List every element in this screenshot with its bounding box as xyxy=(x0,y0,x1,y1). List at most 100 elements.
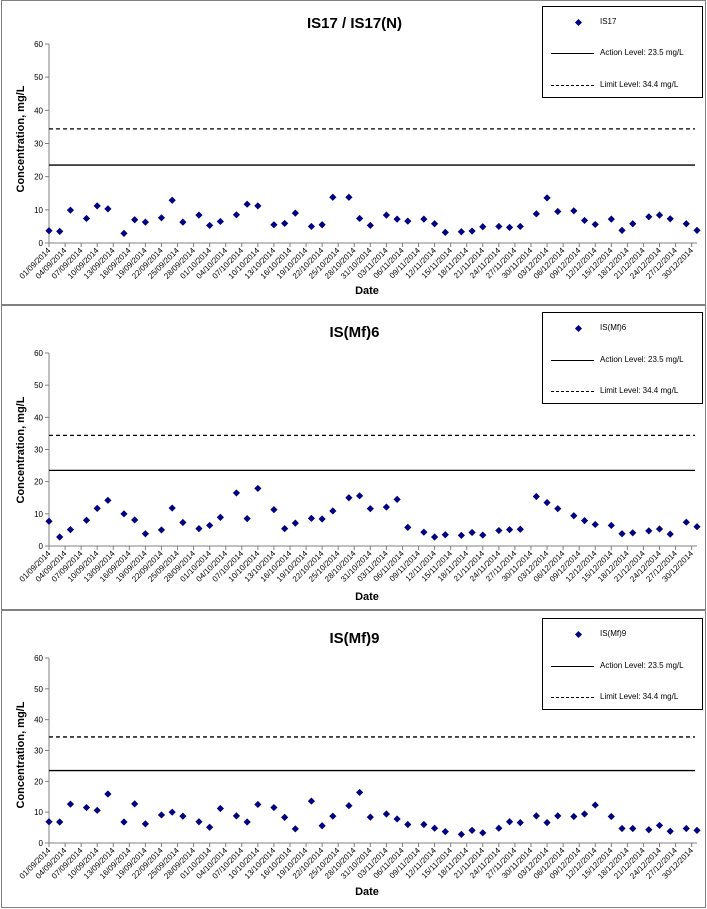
data-point xyxy=(580,216,589,225)
data-point xyxy=(629,824,637,833)
data-point xyxy=(66,800,75,808)
legend-item-series: IS(Mf)6 xyxy=(543,323,702,337)
data-point xyxy=(120,818,128,826)
data-point xyxy=(281,219,289,228)
legend-action-label: Action Level: 23.5 mg/L xyxy=(600,355,684,364)
data-point xyxy=(554,207,562,216)
data-point xyxy=(329,507,337,515)
data-point xyxy=(168,504,176,512)
legend-item-action-level: Action Level: 23.5 mg/L xyxy=(543,355,702,369)
data-point xyxy=(216,217,224,226)
legend-item-limit-level: Limit Level: 34.4 mg/L xyxy=(543,386,702,400)
data-point xyxy=(206,823,214,831)
data-point xyxy=(516,525,524,533)
y-tick-label: 10 xyxy=(34,206,43,215)
data-point xyxy=(404,820,412,829)
solid-line-icon xyxy=(551,53,594,54)
legend-item-limit-level: Limit Level: 34.4 mg/L xyxy=(543,80,702,94)
data-point xyxy=(270,803,278,812)
data-point xyxy=(682,220,690,228)
data-point xyxy=(141,218,149,226)
data-point xyxy=(393,495,401,503)
data-point xyxy=(82,803,91,812)
data-point xyxy=(93,504,101,512)
chart-panel-3: IS(Mf)9 Concentration, mg/L 0 10 20 30 40 50 6… xyxy=(1,610,706,908)
y-tick-label: 10 xyxy=(34,808,43,817)
data-point xyxy=(307,514,316,522)
y-tick-label: 0 xyxy=(39,839,44,848)
data-point xyxy=(618,530,626,538)
data-point xyxy=(629,220,637,228)
data-point xyxy=(645,527,653,535)
data-point xyxy=(157,811,166,819)
y-tick-label: 50 xyxy=(34,381,43,390)
x-axis-label: Date xyxy=(355,886,379,898)
data-point xyxy=(457,830,465,838)
data-point xyxy=(468,826,476,834)
data-point xyxy=(532,492,540,501)
chart-title: IS(Mf)6 xyxy=(329,324,380,341)
data-point xyxy=(382,211,390,219)
data-point xyxy=(104,496,112,504)
data-point xyxy=(393,815,401,823)
data-point xyxy=(382,810,390,818)
data-point xyxy=(543,194,551,202)
data-point xyxy=(45,818,53,826)
data-point xyxy=(607,812,615,821)
data-point xyxy=(404,523,412,531)
data-point xyxy=(206,221,214,230)
data-point xyxy=(82,214,91,223)
chart-panel-1: IS17 / IS17(N) Concentration, mg/L 0 10 20… xyxy=(1,0,706,305)
legend: IS(Mf)6 Action Level: 23.5 mg/L Limit Le… xyxy=(542,312,703,404)
data-point xyxy=(329,193,337,201)
y-tick-label: 30 xyxy=(34,140,43,149)
legend-item-series: IS17 xyxy=(543,17,702,31)
data-point xyxy=(532,812,540,820)
data-point xyxy=(356,492,364,500)
data-point xyxy=(345,494,353,502)
data-point xyxy=(168,196,176,204)
data-point xyxy=(120,229,128,237)
data-point xyxy=(607,521,615,530)
data-point xyxy=(291,519,299,527)
data-point xyxy=(543,819,551,827)
plot-area: 010203040506001/09/201404/09/201407/09/2… xyxy=(18,349,701,584)
data-point xyxy=(291,209,299,217)
data-point xyxy=(345,802,353,810)
legend-action-label: Action Level: 23.5 mg/L xyxy=(600,48,684,57)
data-point xyxy=(254,800,262,809)
y-tick-label: 40 xyxy=(34,716,43,725)
data-point xyxy=(318,515,326,523)
dashed-line-icon xyxy=(551,85,594,86)
data-point xyxy=(516,819,524,827)
y-tick-label: 10 xyxy=(34,510,43,519)
data-point xyxy=(580,516,589,525)
data-point xyxy=(655,211,664,219)
data-point xyxy=(645,826,653,834)
data-point xyxy=(441,531,449,539)
dashed-line-icon xyxy=(551,391,594,392)
data-point xyxy=(693,523,701,531)
data-point xyxy=(366,221,374,230)
data-point xyxy=(682,824,690,833)
legend-item-action-level: Action Level: 23.5 mg/L xyxy=(543,661,702,675)
y-tick-label: 40 xyxy=(34,106,43,115)
data-point xyxy=(329,812,337,820)
legend: IS17 Action Level: 23.5 mg/L Limit Level… xyxy=(542,6,703,98)
dashed-line-icon xyxy=(551,697,594,698)
solid-line-icon xyxy=(551,666,594,667)
data-point xyxy=(430,220,439,228)
data-point xyxy=(591,220,599,229)
data-point xyxy=(270,506,278,514)
data-point xyxy=(468,227,476,235)
data-point xyxy=(591,520,599,529)
chart-panel-2: IS(Mf)6 Concentration, mg/L 0 10 20 30 40 50 6… xyxy=(1,305,706,610)
data-point xyxy=(45,227,53,235)
y-tick-label: 60 xyxy=(34,349,43,358)
chart-title: IS(Mf)9 xyxy=(329,630,380,647)
y-tick-label: 30 xyxy=(34,747,43,756)
data-point xyxy=(430,824,439,832)
data-point xyxy=(479,829,487,837)
y-tick-label: 20 xyxy=(34,173,43,182)
y-tick-label: 60 xyxy=(34,654,43,663)
